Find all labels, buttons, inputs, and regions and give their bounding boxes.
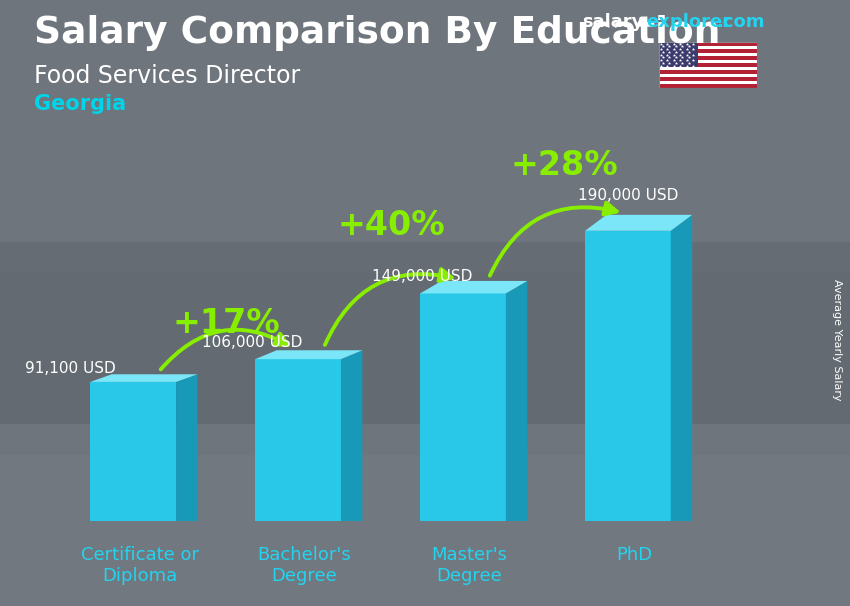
Polygon shape xyxy=(506,281,527,521)
Text: Salary Comparison By Education: Salary Comparison By Education xyxy=(34,15,720,51)
FancyArrowPatch shape xyxy=(325,269,451,345)
Polygon shape xyxy=(176,375,197,521)
FancyArrowPatch shape xyxy=(161,330,287,370)
Bar xyxy=(0,242,850,454)
Polygon shape xyxy=(341,350,362,521)
Polygon shape xyxy=(671,215,692,521)
Bar xyxy=(659,60,756,64)
Bar xyxy=(659,78,756,81)
FancyArrowPatch shape xyxy=(490,202,616,276)
Bar xyxy=(659,50,756,53)
Text: 190,000 USD: 190,000 USD xyxy=(578,188,678,202)
Text: Certificate or
Diploma: Certificate or Diploma xyxy=(81,546,199,585)
Text: .com: .com xyxy=(717,13,765,32)
Bar xyxy=(659,74,756,78)
Polygon shape xyxy=(585,231,671,521)
Text: +17%: +17% xyxy=(173,307,280,341)
Text: PhD: PhD xyxy=(616,546,652,564)
Bar xyxy=(659,84,756,88)
Text: +28%: +28% xyxy=(511,149,618,182)
Text: 106,000 USD: 106,000 USD xyxy=(201,335,302,350)
Text: salary: salary xyxy=(582,13,643,32)
Bar xyxy=(659,67,756,70)
Polygon shape xyxy=(90,382,176,521)
Bar xyxy=(0,424,850,606)
Bar xyxy=(0,0,850,273)
Polygon shape xyxy=(90,375,197,382)
Text: Bachelor's
Degree: Bachelor's Degree xyxy=(258,546,351,585)
Bar xyxy=(659,42,756,46)
Polygon shape xyxy=(255,359,341,521)
Polygon shape xyxy=(420,281,527,293)
Text: Master's
Degree: Master's Degree xyxy=(432,546,507,585)
Bar xyxy=(659,53,756,56)
Text: Average Yearly Salary: Average Yearly Salary xyxy=(832,279,842,400)
Text: Georgia: Georgia xyxy=(34,94,126,114)
Bar xyxy=(659,42,698,67)
Bar xyxy=(659,81,756,84)
Bar xyxy=(659,70,756,74)
Bar xyxy=(659,56,756,60)
Bar xyxy=(659,64,756,67)
Polygon shape xyxy=(585,215,692,231)
Text: Food Services Director: Food Services Director xyxy=(34,64,300,88)
Polygon shape xyxy=(420,293,506,521)
Bar xyxy=(659,46,756,50)
Text: 149,000 USD: 149,000 USD xyxy=(371,269,472,284)
Text: 91,100 USD: 91,100 USD xyxy=(26,361,116,376)
Text: explorer: explorer xyxy=(646,13,731,32)
Text: +40%: +40% xyxy=(337,208,445,242)
Polygon shape xyxy=(255,350,362,359)
